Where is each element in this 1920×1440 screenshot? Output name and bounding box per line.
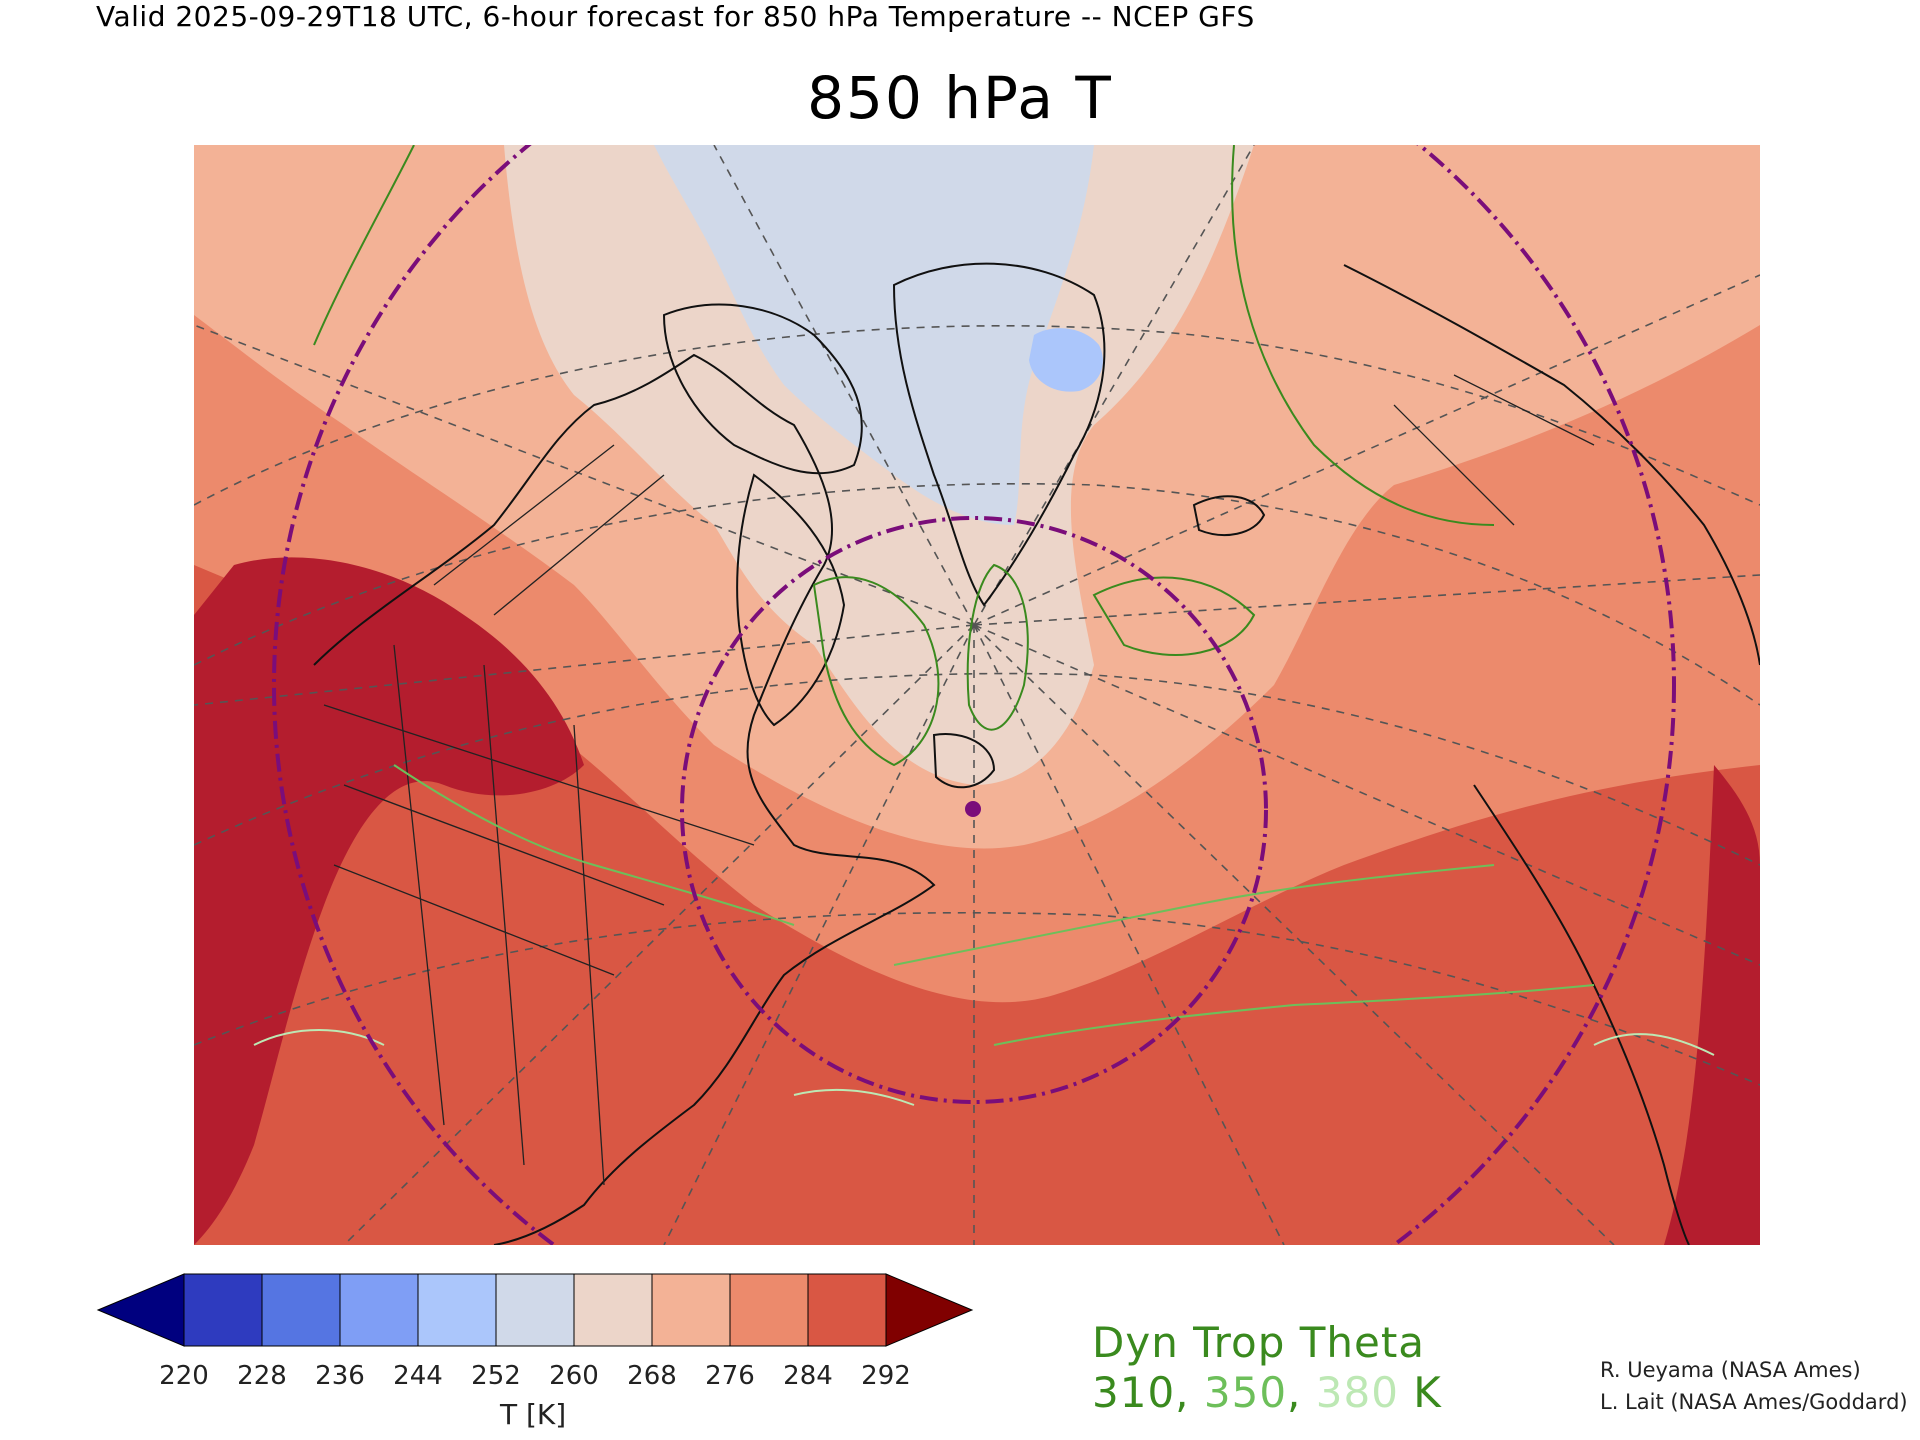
border-line bbox=[573, 724, 605, 1186]
colorbar-segment bbox=[183, 1273, 263, 1347]
colorbar-svg: 220 228 236 244 252 260 268 276 284 292 bbox=[96, 1273, 974, 1391]
credit-line-1: R. Ueyama (NASA Ames) bbox=[1600, 1358, 1861, 1382]
meridian-line bbox=[194, 624, 975, 706]
meridian-line bbox=[973, 624, 1285, 1245]
theta-310-contour bbox=[812, 576, 940, 767]
theta-350-contour bbox=[393, 764, 795, 926]
coastlines bbox=[313, 262, 1760, 1245]
meridian-line bbox=[973, 624, 1615, 1245]
colorbar-segment bbox=[261, 1273, 341, 1347]
meridian-line bbox=[343, 624, 975, 1245]
field-band-252 bbox=[654, 145, 1094, 525]
outer-ring bbox=[272, 145, 1676, 1245]
colorbar-segment bbox=[729, 1273, 809, 1347]
map-title: 850 hPa T bbox=[807, 64, 1113, 132]
colorbar-tick-label: 268 bbox=[627, 1361, 677, 1391]
border-line bbox=[483, 664, 525, 1166]
colorbar-overflow bbox=[885, 1273, 974, 1347]
credit-line-2: L. Lait (NASA Ames/Goddard) bbox=[1600, 1390, 1908, 1414]
legend-value: 350 bbox=[1203, 1368, 1288, 1417]
parallel-line bbox=[194, 483, 1760, 706]
meridian-line bbox=[973, 624, 1760, 966]
theta-350-contour bbox=[993, 984, 1595, 1046]
theta-380-contour bbox=[793, 1088, 915, 1106]
colorbar-segment bbox=[495, 1273, 575, 1347]
meridian-line bbox=[973, 574, 1760, 626]
meridian-line bbox=[663, 624, 975, 1245]
colorbar-tick-label: 220 bbox=[159, 1361, 209, 1391]
legend-value: 310 bbox=[1092, 1368, 1176, 1417]
colorbar-underflow bbox=[96, 1273, 185, 1347]
field-band-244 bbox=[1029, 328, 1103, 392]
africa-coast bbox=[1473, 784, 1690, 1245]
north-america-coast bbox=[313, 353, 936, 1245]
greenland-coast bbox=[892, 262, 1106, 607]
parallel-line bbox=[194, 672, 1760, 866]
legend-value: , bbox=[1287, 1368, 1316, 1417]
legend-value: K bbox=[1398, 1368, 1442, 1417]
valid-time-header: Valid 2025-09-29T18 UTC, 6-hour forecast… bbox=[96, 0, 1255, 33]
europe-coast bbox=[1343, 264, 1760, 666]
field-band-292-east bbox=[1664, 765, 1760, 1245]
arctic-islands-coast bbox=[662, 303, 863, 475]
meridian-line bbox=[713, 145, 975, 626]
location-dot-icon bbox=[965, 801, 981, 817]
theta-350-contour bbox=[893, 864, 1495, 966]
colorbar-segment bbox=[807, 1273, 887, 1347]
legend-value: 380 bbox=[1315, 1368, 1399, 1417]
colorbar-segment bbox=[339, 1273, 419, 1347]
legend-title: Dyn Trop Theta bbox=[1092, 1318, 1426, 1367]
theta-380-contour bbox=[1593, 1033, 1715, 1056]
colorbar-segment bbox=[573, 1273, 653, 1347]
colorbar-tick-label: 276 bbox=[705, 1361, 755, 1391]
colorbar-tick-label: 228 bbox=[237, 1361, 287, 1391]
border-line bbox=[1393, 404, 1515, 526]
newfoundland-coast bbox=[932, 733, 996, 789]
border-line bbox=[343, 784, 665, 906]
trop-theta-contours bbox=[253, 145, 1715, 1106]
field-band-284 bbox=[194, 565, 1760, 1245]
colorbar-tick-label: 244 bbox=[393, 1361, 443, 1391]
legend-value: , bbox=[1175, 1368, 1204, 1417]
political-borders bbox=[323, 374, 1595, 1186]
meridian-line bbox=[194, 324, 975, 626]
colorbar-tick-label: 252 bbox=[471, 1361, 521, 1391]
colorbar-segment bbox=[417, 1273, 497, 1347]
border-line bbox=[433, 444, 615, 586]
temperature-map bbox=[194, 145, 1760, 1245]
field-band-260 bbox=[504, 145, 1254, 785]
colorbar-tick-label: 236 bbox=[315, 1361, 365, 1391]
hudson-bay-coast bbox=[736, 473, 846, 727]
legend-values: 310, 350, 380 K bbox=[1092, 1368, 1442, 1417]
colorbar-units: T [K] bbox=[500, 1398, 567, 1431]
border-line bbox=[393, 644, 445, 1126]
meridian-line bbox=[973, 145, 1255, 626]
field-band-292 bbox=[194, 557, 584, 1245]
theta-310-contour bbox=[313, 145, 415, 346]
credits: R. Ueyama (NASA Ames) L. Lait (NASA Ames… bbox=[1600, 1354, 1908, 1418]
inner-ring bbox=[680, 516, 1268, 1104]
tropopause-rings bbox=[272, 145, 1676, 1245]
colorbar-segment bbox=[651, 1273, 731, 1347]
border-line bbox=[1453, 374, 1595, 446]
iceland-coast bbox=[1192, 495, 1266, 536]
colorbar-tick-label: 292 bbox=[861, 1361, 911, 1391]
border-line bbox=[333, 864, 615, 976]
theta-310-contour bbox=[1231, 145, 1495, 526]
graticule bbox=[194, 145, 1760, 1245]
theta-310-contour bbox=[966, 563, 1029, 731]
parallel-line bbox=[194, 911, 1760, 1086]
border-line bbox=[493, 474, 665, 616]
colorbar: 220 228 236 244 252 260 268 276 284 292 bbox=[96, 1268, 976, 1402]
colorbar-tick-label: 260 bbox=[549, 1361, 599, 1391]
colorbar-tick-label: 284 bbox=[783, 1361, 833, 1391]
